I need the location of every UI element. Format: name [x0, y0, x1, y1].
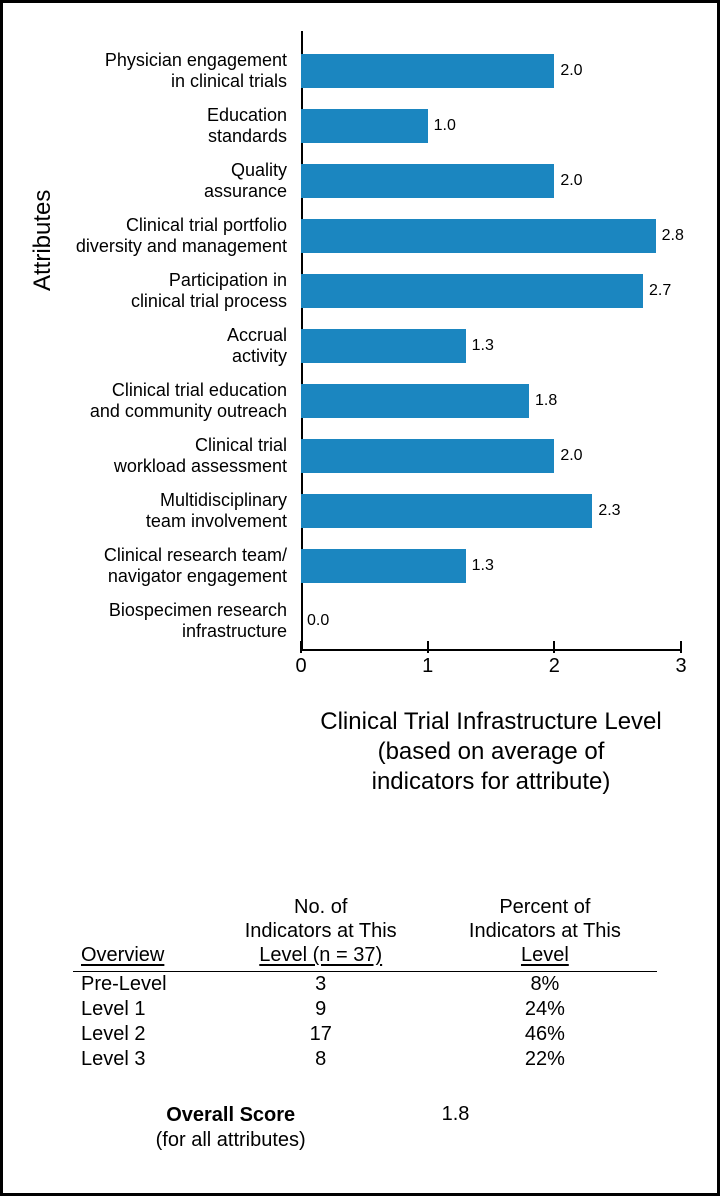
overall-score-block: Overall Score (for all attributes) 1.8 — [73, 1103, 657, 1153]
cell-pct: 8% — [433, 972, 657, 998]
bar-value: 2.3 — [592, 502, 620, 520]
bar-label: Physician engagement in clinical trials — [53, 49, 301, 91]
bar — [301, 54, 554, 88]
x-tick-label: 2 — [549, 655, 560, 678]
bar-row: Multidisciplinary team involvement2.3 — [301, 483, 681, 538]
bars-container: Physician engagement in clinical trials2… — [301, 43, 681, 648]
cell-count: 3 — [209, 972, 433, 998]
bar-label: Clinical research team/ navigator engage… — [53, 544, 301, 586]
bar-value: 0.0 — [301, 612, 329, 630]
bar-label: Clinical trial education and community o… — [53, 379, 301, 421]
col-count: No. ofIndicators at ThisLevel (n = 37) — [209, 893, 433, 972]
table-body: Pre-Level38%Level 1924%Level 21746%Level… — [73, 972, 657, 1073]
col-overview-label: Overview — [81, 944, 164, 966]
bar-value: 1.8 — [529, 392, 557, 410]
bar — [301, 384, 529, 418]
bar — [301, 274, 643, 308]
bar — [301, 164, 554, 198]
bar-value: 2.0 — [554, 447, 582, 465]
bar-row: Physician engagement in clinical trials2… — [301, 43, 681, 98]
cell-name: Pre-Level — [73, 972, 209, 998]
table-row: Level 1924% — [73, 997, 657, 1022]
bar-label: Biospecimen research infrastructure — [53, 599, 301, 641]
cell-name: Level 2 — [73, 1022, 209, 1047]
table-row: Level 3822% — [73, 1047, 657, 1072]
bar-label: Quality assurance — [53, 159, 301, 201]
col-overview: Overview — [73, 893, 209, 972]
overview-table-block: Overview No. ofIndicators at ThisLevel (… — [73, 893, 657, 1072]
cell-pct: 46% — [433, 1022, 657, 1047]
cell-name: Level 3 — [73, 1047, 209, 1072]
bar-value: 1.0 — [428, 117, 456, 135]
bar-row: Education standards1.0 — [301, 98, 681, 153]
bar-row: Clinical trial portfolio diversity and m… — [301, 208, 681, 263]
bar-value: 2.8 — [656, 227, 684, 245]
bar-row: Quality assurance2.0 — [301, 153, 681, 208]
overall-score-label-line1: Overall Score — [166, 1104, 295, 1126]
table-row: Pre-Level38% — [73, 972, 657, 998]
cell-pct: 24% — [433, 997, 657, 1022]
cell-count: 17 — [209, 1022, 433, 1047]
bar-value: 2.0 — [554, 172, 582, 190]
bar — [301, 494, 592, 528]
cell-count: 8 — [209, 1047, 433, 1072]
bar-label: Participation in clinical trial process — [53, 269, 301, 311]
cell-name: Level 1 — [73, 997, 209, 1022]
x-axis-title: Clinical Trial Infrastructure Level(base… — [301, 707, 681, 797]
overview-table: Overview No. ofIndicators at ThisLevel (… — [73, 893, 657, 1072]
x-tick-label: 0 — [295, 655, 306, 678]
bar-row: Participation in clinical trial process2… — [301, 263, 681, 318]
table-header-row: Overview No. ofIndicators at ThisLevel (… — [73, 893, 657, 972]
bar-row: Clinical trial education and community o… — [301, 373, 681, 428]
overall-score-label: Overall Score (for all attributes) — [73, 1103, 388, 1153]
bar — [301, 439, 554, 473]
cell-count: 9 — [209, 997, 433, 1022]
bar-label: Multidisciplinary team involvement — [53, 489, 301, 531]
bar-row: Biospecimen research infrastructure0.0 — [301, 593, 681, 648]
bar-value: 2.7 — [643, 282, 671, 300]
bar-row: Accrual activity1.3 — [301, 318, 681, 373]
figure-frame: Attributes Physician engagement in clini… — [0, 0, 720, 1196]
chart-area: Attributes Physician engagement in clini… — [43, 31, 677, 711]
col-pct: Percent ofIndicators at ThisLevel — [433, 893, 657, 972]
x-ticks: 0123 — [301, 641, 681, 653]
bar-value: 1.3 — [466, 557, 494, 575]
bar-value: 2.0 — [554, 62, 582, 80]
bar-label: Clinical trial workload assessment — [53, 434, 301, 476]
x-tick-label: 1 — [422, 655, 433, 678]
bar-label: Accrual activity — [53, 324, 301, 366]
bar-row: Clinical trial workload assessment2.0 — [301, 428, 681, 483]
overall-score-value: 1.8 — [388, 1103, 522, 1153]
cell-pct: 22% — [433, 1047, 657, 1072]
bar — [301, 109, 428, 143]
plot-region: Physician engagement in clinical trials2… — [301, 31, 681, 651]
x-tick — [300, 641, 302, 653]
table-row: Level 21746% — [73, 1022, 657, 1047]
bar — [301, 549, 466, 583]
bar — [301, 329, 466, 363]
bar-value: 1.3 — [466, 337, 494, 355]
bar-row: Clinical research team/ navigator engage… — [301, 538, 681, 593]
bar-label: Clinical trial portfolio diversity and m… — [53, 214, 301, 256]
x-tick — [680, 641, 682, 653]
x-tick-label: 3 — [675, 655, 686, 678]
bar — [301, 219, 656, 253]
overall-score-label-line2: (for all attributes) — [156, 1129, 306, 1151]
bar-label: Education standards — [53, 104, 301, 146]
x-tick — [553, 641, 555, 653]
x-tick — [427, 641, 429, 653]
